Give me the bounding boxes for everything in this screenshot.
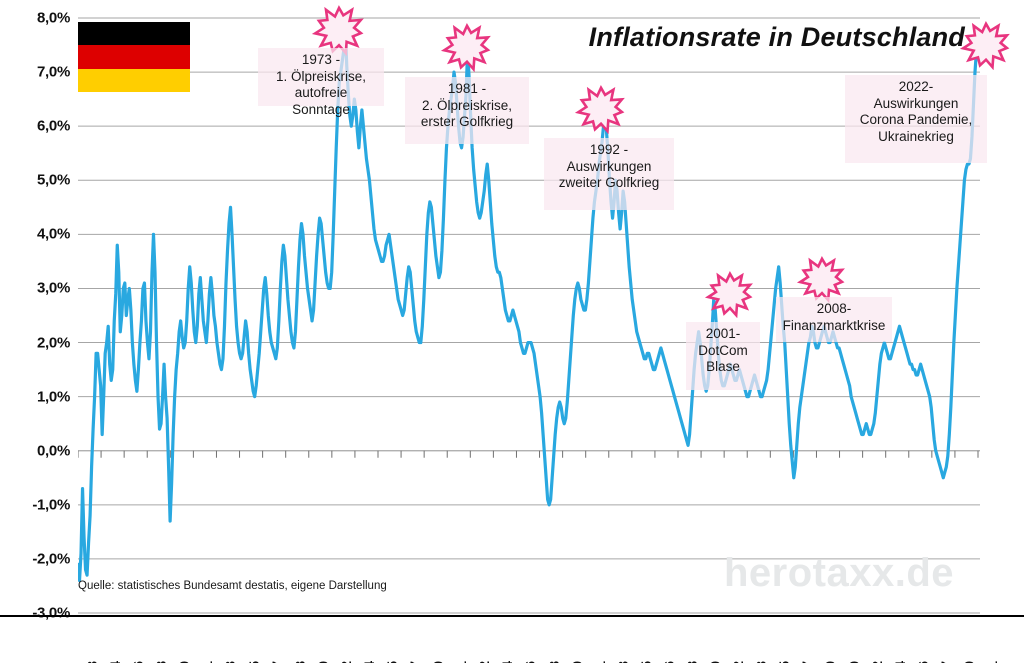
y-tick-label: 8,0% [37,9,70,27]
starburst-shape [574,84,625,134]
x-axis-line [0,615,1024,617]
flag-stripe-0 [78,22,190,46]
y-tick-label: 6,0% [37,117,70,135]
watermark: herotaxx.de [724,551,955,595]
annotation-a2001: 2001- DotCom Blase [686,322,760,390]
annotation-a1992: 1992 - Auswirkungen zweiter Golfkrieg [544,138,674,210]
y-tick-label: 0,0% [37,442,70,460]
flag-stripe-2 [78,68,190,92]
starburst-shape [959,20,1010,70]
source-note: Quelle: statistisches Bundesamt destatis… [78,580,387,592]
starburst-marker-a1981 [440,22,491,72]
y-tick-label: 2,0% [37,334,70,352]
annotation-a1973: 1973 - 1. Ölpreiskrise, autofreie Sonnta… [258,48,384,117]
starburst-marker-a2008 [796,256,845,303]
starburst-marker-a2022 [959,20,1010,70]
annotation-a2022: 2022- Auswirkungen Corona Pandemie, Ukra… [845,75,987,163]
x-axis: 1953195419561958196019611963196519671968… [0,615,1024,663]
starburst-shape [440,22,491,72]
y-axis: 8,0% 7,0% 6,0% 5,0% 4,0% 3,0% 2,0% 1,0% 0,0% -1,0… [0,0,70,663]
annotation-a2008: 2008- Finanzmarktkrise [776,297,892,342]
y-tick-label: 7,0% [37,63,70,81]
y-tick-label: 4,0% [37,225,70,243]
y-tick-label: -1,0% [32,496,70,514]
annotation-a1981: 1981 - 2. Ölpreiskrise, erster Golfkrieg [405,77,529,144]
y-tick-label: 1,0% [37,388,70,406]
page-title: Inflationsrate in Deutschland [588,22,965,52]
germany-flag [78,22,190,92]
y-tick-label: -2,0% [32,550,70,568]
starburst-marker-a2001 [704,271,753,318]
starburst-shape [796,256,845,303]
flag-stripe-1 [78,45,190,69]
y-tick-label: 5,0% [37,171,70,189]
starburst-shape [311,5,364,56]
starburst-shape [704,271,753,318]
starburst-marker-a1992 [574,84,625,134]
y-tick-label: -3,0% [32,604,70,622]
y-tick-label: 3,0% [37,279,70,297]
starburst-marker-a1973 [311,5,364,56]
